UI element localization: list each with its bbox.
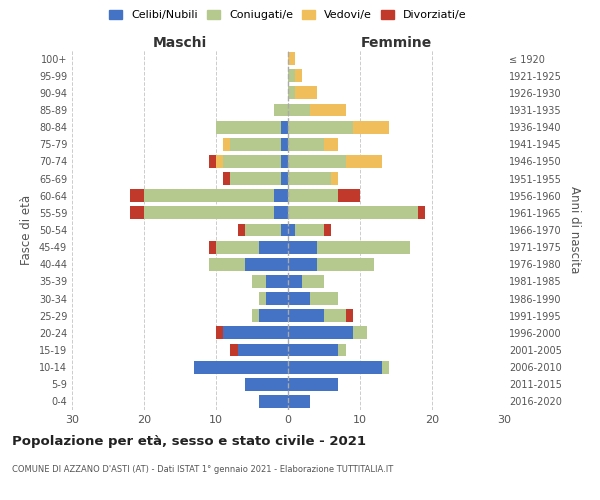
Bar (144, 206, 274, 220)
Bar (324, 138, 338, 150)
Bar (238, 344, 288, 356)
Bar (245, 378, 288, 390)
Bar (288, 120, 353, 134)
Text: Femmine: Femmine (361, 36, 431, 50)
Bar (238, 224, 245, 236)
Bar (346, 310, 353, 322)
Bar (281, 155, 288, 168)
Bar (295, 224, 324, 236)
Bar (288, 258, 317, 270)
Bar (216, 240, 259, 254)
Bar (288, 275, 302, 288)
Bar (295, 86, 317, 100)
Legend: Celibi/Nubili, Coniugati/e, Vedovi/e, Divorziati/e: Celibi/Nubili, Coniugati/e, Vedovi/e, Di… (105, 6, 471, 25)
Bar (281, 138, 288, 150)
Bar (338, 190, 360, 202)
Text: Popolazione per età, sesso e stato civile - 2021: Popolazione per età, sesso e stato civil… (12, 435, 366, 448)
Bar (288, 104, 310, 117)
Bar (274, 104, 288, 117)
Bar (288, 70, 295, 82)
Bar (288, 344, 338, 356)
Bar (259, 310, 288, 322)
Bar (338, 344, 346, 356)
Text: Maschi: Maschi (153, 36, 207, 50)
Bar (245, 258, 288, 270)
Bar (274, 206, 288, 220)
Bar (252, 275, 266, 288)
Bar (288, 378, 338, 390)
Bar (194, 360, 288, 374)
Bar (353, 120, 389, 134)
Bar (230, 172, 281, 185)
Bar (288, 155, 346, 168)
Bar (382, 360, 389, 374)
Bar (216, 155, 223, 168)
Bar (288, 310, 324, 322)
Bar (230, 138, 281, 150)
Bar (317, 258, 374, 270)
Bar (216, 120, 281, 134)
Bar (418, 206, 425, 220)
Bar (288, 138, 324, 150)
Bar (288, 172, 331, 185)
Bar (288, 52, 295, 65)
Bar (288, 190, 338, 202)
Bar (209, 258, 245, 270)
Bar (288, 224, 295, 236)
Bar (288, 395, 310, 408)
Bar (288, 326, 353, 340)
Bar (288, 206, 418, 220)
Bar (252, 310, 259, 322)
Bar (288, 360, 382, 374)
Bar (259, 240, 288, 254)
Bar (274, 190, 288, 202)
Bar (266, 275, 288, 288)
Bar (295, 70, 302, 82)
Bar (223, 326, 288, 340)
Bar (288, 240, 317, 254)
Bar (331, 172, 338, 185)
Bar (130, 206, 144, 220)
Bar (209, 155, 216, 168)
Bar (209, 240, 216, 254)
Bar (266, 292, 288, 305)
Bar (259, 395, 288, 408)
Bar (317, 240, 410, 254)
Bar (245, 224, 281, 236)
Bar (144, 190, 274, 202)
Bar (346, 155, 382, 168)
Bar (223, 155, 281, 168)
Bar (281, 120, 288, 134)
Text: COMUNE DI AZZANO D'ASTI (AT) - Dati ISTAT 1° gennaio 2021 - Elaborazione TUTTITA: COMUNE DI AZZANO D'ASTI (AT) - Dati ISTA… (12, 465, 393, 474)
Bar (130, 190, 144, 202)
Bar (216, 326, 223, 340)
Bar (259, 292, 266, 305)
Y-axis label: Anni di nascita: Anni di nascita (568, 186, 581, 274)
Bar (310, 104, 346, 117)
Bar (288, 292, 310, 305)
Bar (230, 344, 238, 356)
Bar (302, 275, 324, 288)
Bar (281, 172, 288, 185)
Bar (324, 224, 331, 236)
Bar (281, 224, 288, 236)
Bar (324, 310, 346, 322)
Y-axis label: Fasce di età: Fasce di età (20, 195, 33, 265)
Bar (310, 292, 338, 305)
Bar (223, 172, 230, 185)
Bar (223, 138, 230, 150)
Bar (353, 326, 367, 340)
Bar (288, 86, 295, 100)
